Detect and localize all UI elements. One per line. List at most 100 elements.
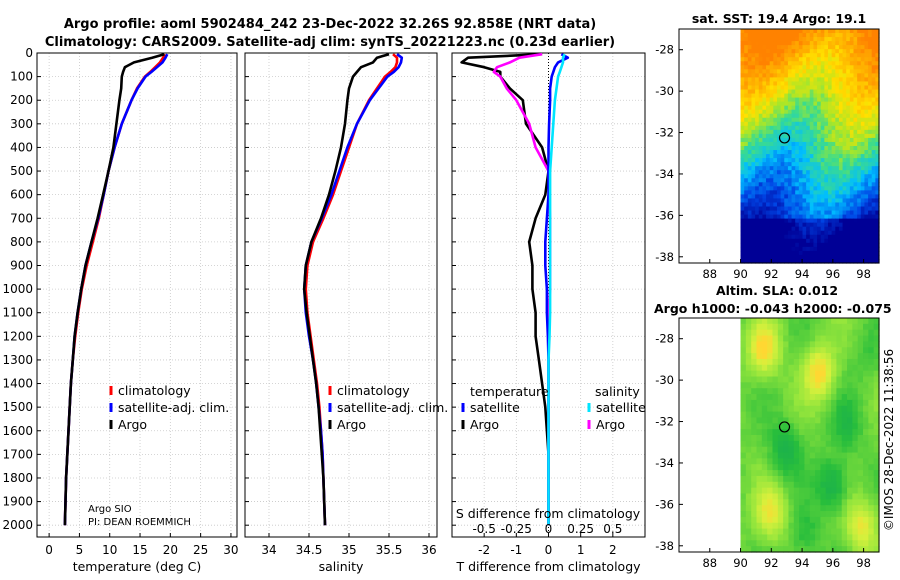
heatmap-cell	[804, 505, 811, 512]
title-line-1: Argo profile: aoml 5902484_242 23-Dec-20…	[64, 17, 596, 32]
heatmap-cell	[751, 97, 756, 103]
heatmap-cell	[777, 516, 784, 524]
heatmap-cell	[795, 81, 800, 87]
heatmap-cell	[762, 137, 767, 143]
heatmap-cell	[841, 388, 848, 395]
heatmap-cell	[761, 499, 768, 506]
heatmap-cell	[841, 364, 848, 372]
heatmap-cell	[875, 234, 880, 240]
heatmap-cell	[835, 242, 840, 248]
heatmap-cell	[767, 423, 774, 430]
heatmap-cell	[776, 234, 782, 240]
heatmap-cell	[761, 329, 768, 337]
y-tick-label: 1000	[2, 282, 33, 296]
heatmap-cell	[857, 353, 864, 360]
heatmap-cell	[744, 41, 749, 46]
heatmap-cell	[740, 41, 745, 46]
heatmap-cell	[798, 258, 804, 264]
heatmap-cell	[827, 194, 833, 200]
heatmap-cell	[824, 65, 829, 70]
heatmap-cell	[806, 202, 811, 208]
heatmap-cell	[841, 358, 848, 366]
heatmap-cell	[827, 154, 833, 159]
heatmap-cell	[780, 113, 785, 119]
heatmap-cell	[766, 194, 771, 200]
heatmap-cell	[788, 493, 795, 500]
heatmap-cell	[852, 364, 859, 372]
heatmap-cell	[868, 534, 875, 541]
heatmap-cell	[806, 125, 811, 131]
heatmap-cell	[773, 93, 778, 99]
heatmap-cell	[798, 61, 804, 66]
heatmap-cell	[838, 45, 844, 50]
heatmap-cell	[824, 174, 829, 179]
heatmap-cell	[847, 464, 853, 471]
heatmap-cell	[758, 129, 763, 135]
heatmap-cell	[809, 335, 816, 342]
heatmap-cell	[824, 146, 829, 151]
heatmap-cell	[791, 226, 796, 232]
heatmap-cell	[788, 388, 795, 395]
heatmap-cell	[831, 370, 837, 378]
heatmap-cell	[817, 121, 822, 127]
heatmap-cell	[838, 146, 844, 151]
heatmap-cell	[769, 242, 774, 248]
heatmap-cell	[776, 121, 782, 127]
heatmap-cell	[817, 214, 822, 220]
heatmap-cell	[776, 170, 782, 175]
heatmap-cell	[758, 85, 763, 91]
heatmap-cell	[831, 516, 837, 524]
heatmap-cell	[744, 105, 749, 111]
heatmap-cell	[755, 37, 760, 42]
heatmap-cell	[772, 405, 779, 413]
heatmap-cell	[755, 137, 760, 143]
heatmap-cell	[857, 388, 864, 395]
heatmap-cell	[804, 470, 811, 477]
heatmap-cell	[769, 137, 774, 143]
heatmap-cell	[740, 341, 747, 348]
heatmap-cell	[873, 341, 880, 348]
heatmap-cell	[793, 382, 800, 389]
heatmap-cell	[813, 174, 818, 179]
heatmap-cell	[802, 186, 807, 191]
heatmap-cell	[813, 97, 818, 103]
heatmap-cell	[836, 505, 843, 512]
heatmap-cell	[835, 85, 840, 91]
heatmap-cell	[813, 41, 818, 46]
heatmap-cell	[751, 499, 758, 506]
heatmap-cell	[871, 33, 876, 38]
heatmap-cell	[784, 246, 789, 252]
heatmap-cell	[846, 202, 851, 208]
heatmap-cell	[827, 146, 833, 151]
heatmap-cell	[780, 194, 785, 200]
heatmap-cell	[744, 129, 749, 135]
heatmap-cell	[761, 487, 768, 495]
heatmap-cell	[762, 254, 767, 260]
heatmap-cell	[740, 226, 745, 232]
heatmap-cell	[857, 475, 864, 483]
heatmap-cell	[766, 254, 771, 260]
heatmap-cell	[787, 101, 793, 107]
heatmap-cell	[849, 178, 855, 183]
heatmap-cell	[744, 206, 749, 212]
heatmap-cell	[868, 202, 873, 208]
heatmap-cell	[791, 53, 796, 58]
x-tick-label: 35	[341, 543, 356, 557]
y-tick-label: 400	[10, 140, 33, 154]
heatmap-cell	[842, 49, 847, 54]
heatmap-cell	[788, 522, 795, 530]
heatmap-cell	[857, 250, 862, 256]
heatmap-cell	[761, 511, 768, 518]
heatmap-cell	[784, 174, 789, 179]
heatmap-cell	[802, 129, 807, 135]
heatmap-cell	[820, 53, 825, 58]
heatmap-cell	[740, 73, 745, 79]
heatmap-cell	[766, 105, 771, 111]
heatmap-cell	[761, 475, 768, 483]
heatmap-cell	[873, 493, 880, 500]
heatmap-cell	[827, 73, 833, 79]
heatmap-cell	[783, 405, 790, 413]
heatmap-cell	[761, 335, 768, 342]
heatmap-cell	[784, 101, 789, 107]
heatmap-cell	[769, 166, 774, 171]
